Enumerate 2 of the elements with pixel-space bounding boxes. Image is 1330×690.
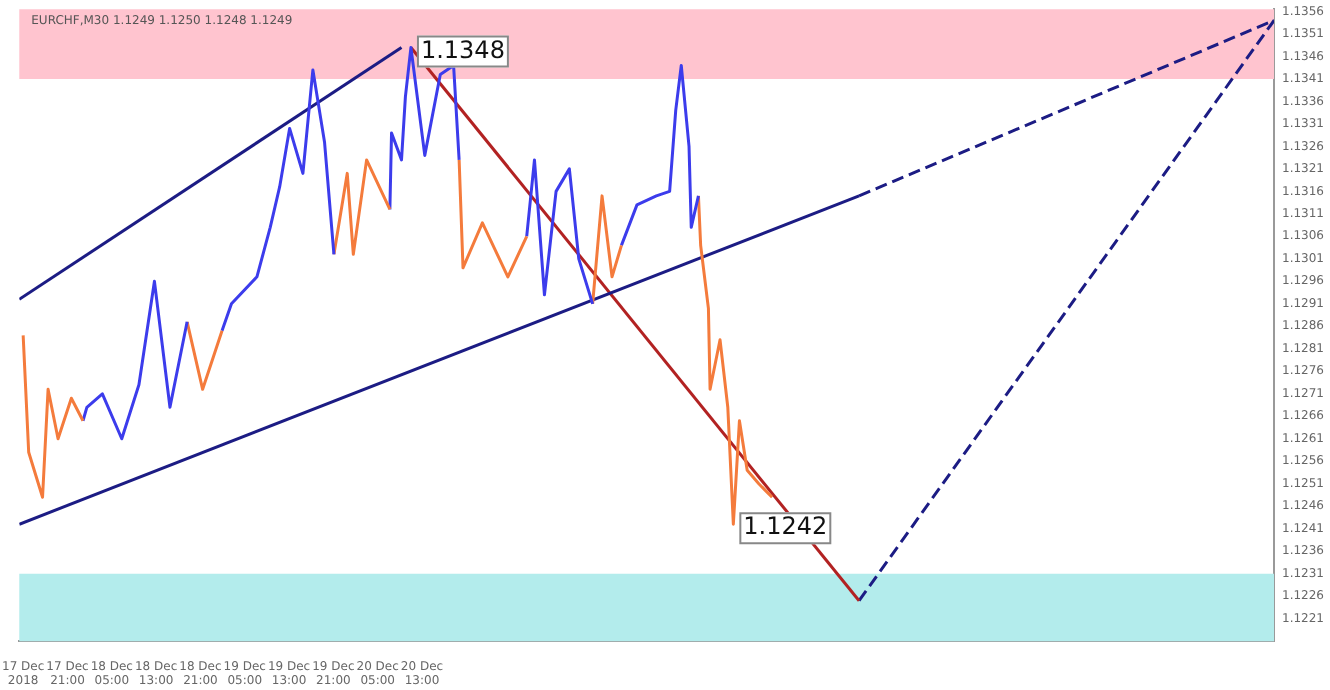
annotation: 1.1242: [743, 512, 828, 541]
annotation: 1.1348: [420, 35, 505, 64]
